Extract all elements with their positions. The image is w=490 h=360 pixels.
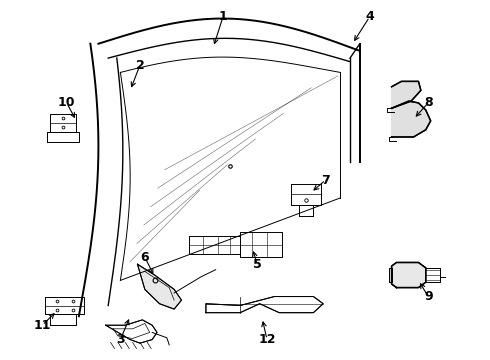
Text: 9: 9 [424, 290, 433, 303]
Text: 8: 8 [424, 96, 433, 109]
Text: 2: 2 [136, 59, 145, 72]
Polygon shape [106, 320, 157, 343]
Polygon shape [206, 297, 323, 313]
Text: 7: 7 [321, 174, 330, 186]
Text: 5: 5 [253, 258, 262, 271]
Text: 3: 3 [116, 333, 125, 346]
Polygon shape [392, 81, 421, 108]
Text: 6: 6 [141, 251, 149, 264]
Text: 12: 12 [258, 333, 276, 346]
Text: 11: 11 [33, 319, 51, 332]
Polygon shape [392, 262, 426, 288]
Text: 4: 4 [365, 10, 374, 23]
Text: 1: 1 [219, 10, 227, 23]
Polygon shape [392, 101, 431, 137]
Polygon shape [138, 264, 181, 309]
Text: 10: 10 [58, 96, 75, 109]
